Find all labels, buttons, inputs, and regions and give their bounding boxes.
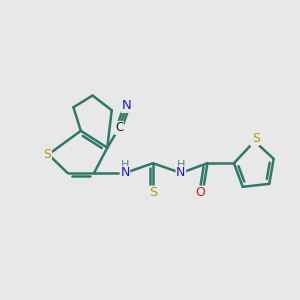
Text: H: H xyxy=(177,160,185,170)
Bar xyxy=(250,136,259,146)
Text: S: S xyxy=(149,186,157,199)
Bar xyxy=(42,150,52,159)
Bar xyxy=(120,168,130,178)
Text: N: N xyxy=(176,167,186,179)
Bar xyxy=(195,187,205,196)
Text: S: S xyxy=(43,148,51,161)
Text: O: O xyxy=(195,186,205,199)
Text: N: N xyxy=(120,167,130,179)
Text: H: H xyxy=(121,160,129,170)
Bar xyxy=(148,187,158,196)
Text: S: S xyxy=(252,132,260,145)
Text: N: N xyxy=(122,99,131,112)
Text: C: C xyxy=(115,122,123,134)
Bar xyxy=(176,168,186,178)
Bar xyxy=(114,123,124,133)
Bar xyxy=(122,101,131,110)
